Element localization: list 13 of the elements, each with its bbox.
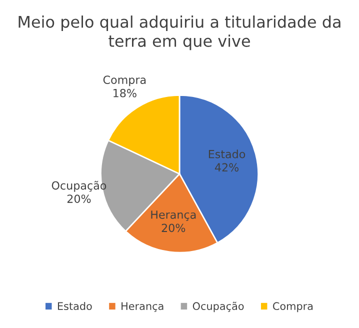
data-label: 42% — [214, 163, 239, 172]
data-label: 20% — [67, 194, 91, 203]
legend-label: Compra — [273, 302, 313, 312]
slice-label: Estado — [208, 150, 246, 158]
legend-label: Ocupação — [192, 302, 244, 312]
slice-label: Compra — [103, 76, 146, 86]
slice-label: Herança — [151, 210, 196, 221]
slice-label: Ocupação — [52, 180, 106, 192]
legend-label: Herança — [122, 302, 164, 312]
data-label: 18% — [114, 88, 136, 98]
chart-title: Meio pelo qual adquiriu a titularidade da terra em que vive — [18, 16, 340, 50]
legend-label: Estado — [58, 302, 92, 310]
data-label: 20% — [162, 224, 186, 232]
